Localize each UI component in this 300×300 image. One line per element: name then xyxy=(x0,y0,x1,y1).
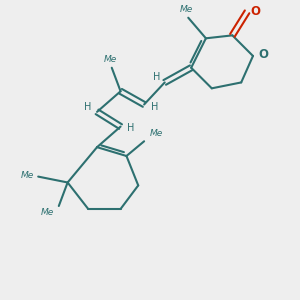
Text: H: H xyxy=(127,123,135,133)
Text: Me: Me xyxy=(20,171,34,180)
Text: Me: Me xyxy=(180,5,194,14)
Text: Me: Me xyxy=(149,129,163,138)
Text: H: H xyxy=(151,102,158,112)
Text: O: O xyxy=(258,48,268,61)
Text: H: H xyxy=(84,102,91,112)
Text: Me: Me xyxy=(41,208,54,217)
Text: H: H xyxy=(153,72,160,82)
Text: O: O xyxy=(250,5,261,18)
Text: Me: Me xyxy=(104,55,117,64)
